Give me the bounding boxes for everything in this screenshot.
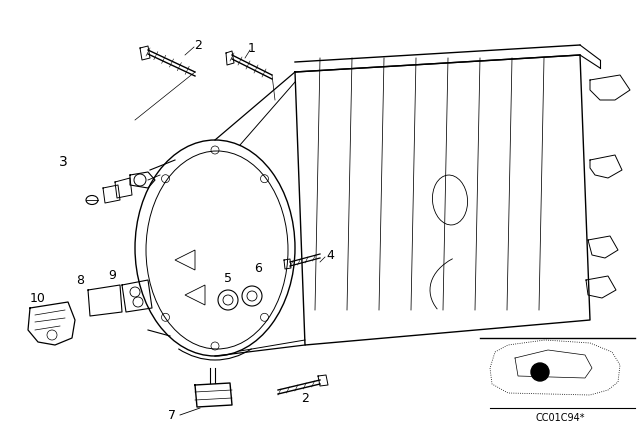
Text: 6: 6 <box>254 262 262 275</box>
Text: 8: 8 <box>76 273 84 287</box>
Text: 1: 1 <box>248 42 256 55</box>
Text: 2: 2 <box>194 39 202 52</box>
Text: 3: 3 <box>59 155 67 169</box>
Text: CC01C94*: CC01C94* <box>535 413 585 423</box>
Text: 5: 5 <box>224 271 232 284</box>
Text: 2: 2 <box>301 392 309 405</box>
Text: 7: 7 <box>168 409 176 422</box>
Text: 4: 4 <box>326 249 334 262</box>
Circle shape <box>531 363 549 381</box>
Text: 10: 10 <box>30 292 46 305</box>
Text: 9: 9 <box>108 268 116 281</box>
